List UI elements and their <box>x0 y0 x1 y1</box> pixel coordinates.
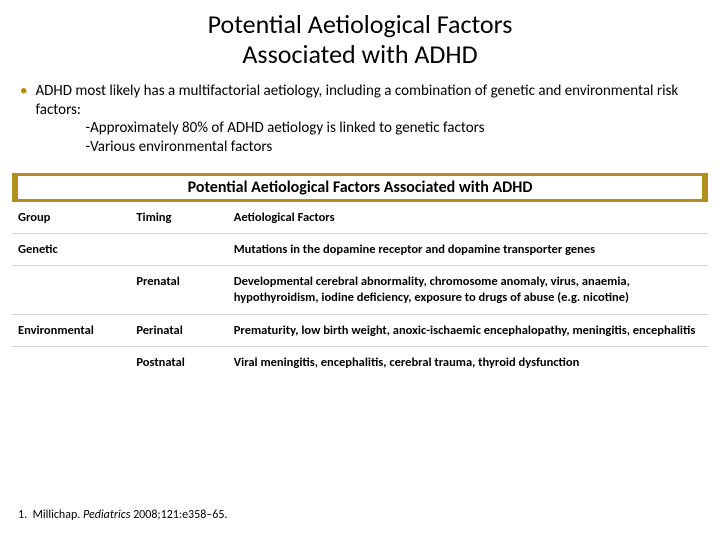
table-row: Prenatal Developmental cerebral abnormal… <box>12 266 708 314</box>
ref-cite: 2008;121:e358–65. <box>133 508 227 522</box>
bullet-sub-1: -Approximately 80% of ADHD aetiology is … <box>35 119 700 138</box>
bullet-item: • ADHD most likely has a multifactorial … <box>20 82 700 157</box>
title-line-2: Associated with ADHD <box>242 38 477 70</box>
ref-author: Millichap. <box>33 508 81 522</box>
cell-factors: Prematurity, low birth weight, anoxic-is… <box>228 314 708 347</box>
table-title-band: Potential Aetiological Factors Associate… <box>12 173 708 202</box>
table-header-row: Group Timing Aetiological Factors <box>12 202 708 234</box>
cell-group: Environmental <box>12 314 130 347</box>
ref-journal: Pediatrics <box>83 508 130 522</box>
ref-num: 1. <box>18 508 27 522</box>
title-line-1: Potential Aetiological Factors <box>208 8 513 40</box>
cell-group <box>12 347 130 379</box>
cell-group <box>12 266 130 314</box>
cell-factors: Viral meningitis, encephalitis, cerebral… <box>228 347 708 379</box>
table-row: Postnatal Viral meningitis, encephalitis… <box>12 347 708 379</box>
cell-factors: Developmental cerebral abnormality, chro… <box>228 266 708 314</box>
bullet-dot-icon: • <box>20 82 27 101</box>
col-header-group: Group <box>12 202 130 234</box>
bullet-main-text: ADHD most likely has a multifactorial ae… <box>35 82 678 119</box>
col-header-factors: Aetiological Factors <box>228 202 708 234</box>
cell-timing <box>130 233 227 266</box>
slide-title: Potential Aetiological Factors Associate… <box>0 0 720 74</box>
table-title: Potential Aetiological Factors Associate… <box>18 176 702 199</box>
cell-timing: Postnatal <box>130 347 227 379</box>
cell-group: Genetic <box>12 233 130 266</box>
bullet-sub-2: -Various environmental factors <box>35 138 700 157</box>
cell-timing: Prenatal <box>130 266 227 314</box>
bullet-block: • ADHD most likely has a multifactorial … <box>0 74 720 167</box>
cell-timing: Perinatal <box>130 314 227 347</box>
factors-table: Group Timing Aetiological Factors Geneti… <box>12 202 708 379</box>
table-row: Genetic Mutations in the dopamine recept… <box>12 233 708 266</box>
table-row: Environmental Perinatal Prematurity, low… <box>12 314 708 347</box>
reference: 1. Millichap. Pediatrics 2008;121:e358–6… <box>18 508 227 522</box>
cell-factors: Mutations in the dopamine receptor and d… <box>228 233 708 266</box>
bullet-text-wrap: ADHD most likely has a multifactorial ae… <box>35 82 700 157</box>
col-header-timing: Timing <box>130 202 227 234</box>
